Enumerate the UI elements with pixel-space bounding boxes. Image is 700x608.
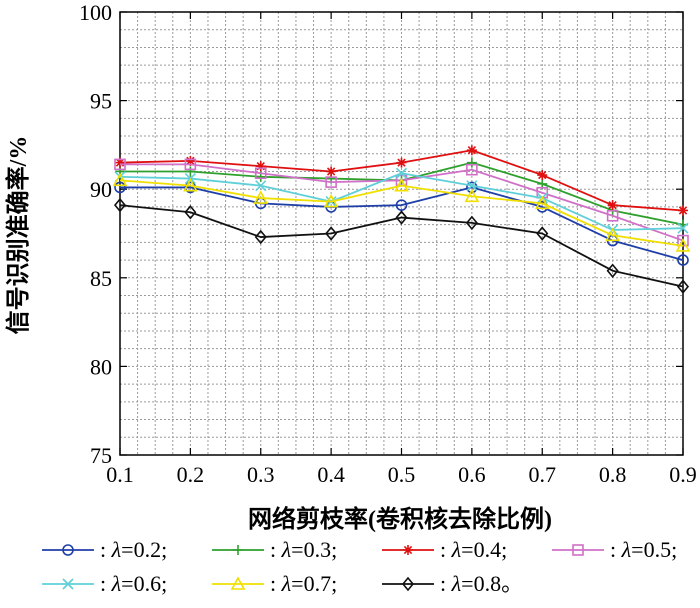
data-point-x — [466, 180, 478, 192]
data-point-triangle — [253, 190, 269, 204]
legend-label: : λ=0.7; — [270, 571, 337, 596]
data-point-diamond — [606, 263, 619, 278]
legend: : λ=0.2; : λ=0.3; : λ=0.4; : λ=0.5; : λ=0.6;… — [42, 537, 677, 596]
data-point-square — [572, 544, 584, 556]
legend-item: : λ=0.3; — [212, 537, 337, 562]
data-point-diamond — [254, 229, 267, 245]
x-tick-label: 0.3 — [247, 462, 275, 487]
data-point-plus — [233, 545, 243, 555]
data-point-circle — [677, 254, 689, 266]
legend-item: : λ=0.8。 — [382, 571, 523, 596]
legend-item: : λ=0.4; — [382, 537, 507, 562]
data-point-triangle — [675, 238, 691, 252]
data-point-triangle — [464, 188, 480, 203]
data-point-asterisk — [466, 145, 477, 156]
data-point-diamond — [536, 226, 549, 241]
data-point-square — [325, 176, 337, 188]
y-tick-label: 95 — [90, 89, 112, 114]
x-tick-label: 0.2 — [177, 462, 205, 487]
data-point-asterisk — [678, 205, 688, 216]
data-point-x — [677, 222, 689, 234]
data-point-diamond — [184, 204, 197, 220]
legend-label: : λ=0.4; — [440, 537, 507, 562]
data-point-asterisk — [403, 545, 413, 555]
x-tick-label: 0.4 — [317, 462, 345, 487]
data-point-asterisk — [396, 157, 407, 168]
data-point-asterisk — [185, 155, 196, 166]
data-point-square — [466, 163, 478, 176]
series-layer — [112, 145, 691, 294]
data-point-square — [254, 167, 267, 180]
x-tick-label: 0.5 — [388, 462, 416, 487]
x-tick-label: 0.7 — [529, 462, 557, 487]
y-tick-label: 80 — [90, 354, 112, 379]
data-point-diamond — [676, 279, 690, 294]
y-tick-label: 85 — [90, 266, 112, 291]
data-point-diamond — [395, 210, 408, 225]
legend-label: : λ=0.6; — [100, 571, 167, 596]
data-point-x — [62, 578, 74, 590]
y-axis-title: 信号识别准确率/% — [4, 136, 32, 335]
data-point-diamond — [325, 226, 338, 241]
legend-item: : λ=0.2; — [42, 537, 167, 562]
data-point-asterisk — [326, 166, 337, 177]
data-point-x — [395, 167, 408, 179]
data-point-triangle — [230, 576, 246, 590]
legend-label: : λ=0.8。 — [440, 571, 523, 596]
series-line — [120, 186, 684, 261]
series-6 — [112, 172, 691, 252]
y-tick-label: 75 — [90, 443, 112, 468]
data-point-diamond — [465, 215, 478, 231]
series-line — [119, 179, 684, 247]
axis-ticks — [119, 11, 684, 456]
x-tick-label: 0.8 — [599, 462, 627, 487]
data-point-asterisk — [607, 200, 618, 211]
x-axis-title: 网络剪枝率(卷积核去除比例) — [248, 505, 552, 533]
data-point-circle — [114, 181, 126, 194]
x-tick-label: 0.1 — [106, 462, 134, 487]
series-7 — [113, 197, 690, 294]
data-point-triangle — [183, 177, 198, 192]
data-point-asterisk — [115, 157, 125, 168]
legend-label: : λ=0.5; — [610, 537, 677, 562]
data-point-diamond — [401, 576, 415, 592]
data-point-circle — [62, 544, 74, 556]
data-point-plus — [466, 157, 477, 168]
data-point-asterisk — [255, 161, 266, 172]
data-point-square — [184, 158, 197, 171]
data-point-triangle — [323, 193, 339, 208]
data-point-circle — [395, 199, 408, 211]
data-point-plus — [185, 166, 196, 177]
x-tick-label: 0.6 — [458, 462, 486, 487]
data-point-triangle — [534, 195, 550, 210]
data-point-asterisk — [537, 170, 548, 181]
series-3 — [115, 145, 688, 216]
y-tick-label: 90 — [90, 177, 112, 202]
data-point-square — [606, 209, 619, 222]
y-tick-label: 100 — [79, 0, 112, 25]
legend-label: : λ=0.2; — [100, 537, 167, 562]
legend-label: : λ=0.3; — [270, 537, 337, 562]
data-point-x — [255, 180, 267, 192]
legend-item: : λ=0.6; — [42, 571, 167, 596]
data-point-triangle — [394, 177, 409, 192]
legend-item: : λ=0.5; — [552, 537, 677, 562]
series-line — [119, 204, 684, 288]
data-point-square — [114, 158, 126, 171]
legend-item: : λ=0.7; — [212, 571, 337, 596]
x-tick-label: 0.9 — [669, 462, 697, 487]
data-point-diamond — [113, 197, 127, 213]
data-point-triangle — [112, 172, 128, 187]
data-point-triangle — [605, 227, 620, 242]
tick-labels: 0.1 0.2 0.3 0.4 0.5 0.6 0.7 0.8 0.9 75 80 85 90 95 100 — [79, 0, 697, 487]
